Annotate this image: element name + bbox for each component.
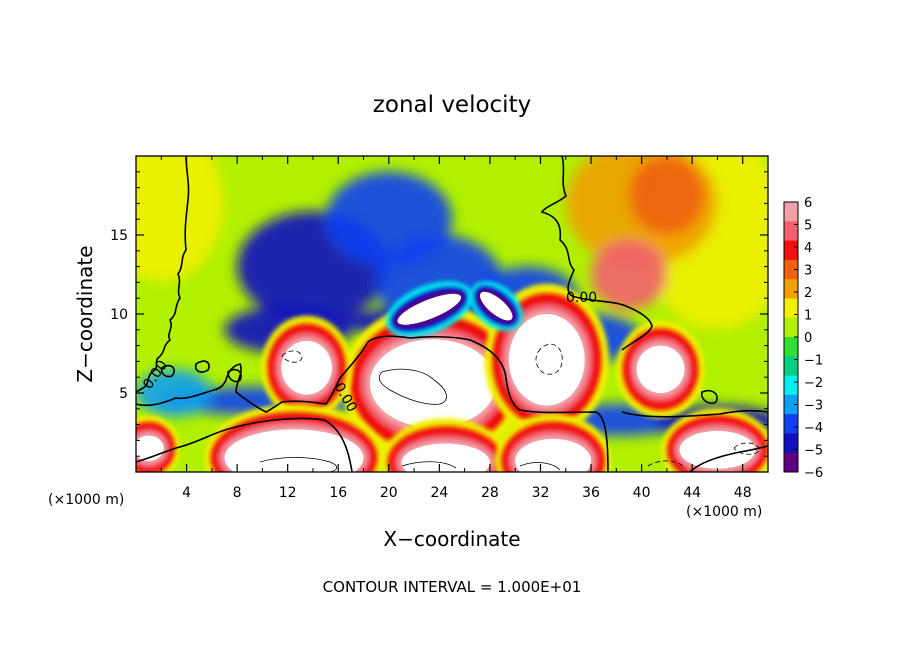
x-axis-unit-right: (×1000 m) (686, 504, 762, 520)
jet-core-3 (616, 320, 705, 419)
y-tick-label-1: 10 (110, 307, 128, 323)
jet-core-10-center (479, 291, 513, 321)
colorbar-tick-label-6: 0 (804, 331, 812, 346)
colorbar-segment-11 (784, 414, 798, 434)
plot-area: 0.00 0.00 0.00 (136, 156, 768, 472)
x-tick-label-9: 40 (633, 485, 651, 501)
x-axis: 4 8 12 16 20 24 28 32 36 40 44 48 (160, 156, 752, 501)
contour-solid-core-2 (259, 457, 338, 472)
colorbar-tick-label-5: 1 (804, 309, 812, 324)
colorbar-segment-9 (784, 375, 798, 396)
y-axis-label: Z−coordinate (73, 245, 97, 382)
fine-contours (259, 343, 761, 472)
x-tick-label-10: 44 (683, 485, 701, 501)
zero-contour-loop-1 (194, 360, 210, 373)
zero-contour-east (621, 409, 768, 418)
x-tick-label-1: 8 (233, 485, 242, 501)
jet-core-0-center (369, 339, 497, 428)
zero-contour-north (540, 156, 653, 351)
zero-contour-loop-2 (160, 364, 175, 378)
contour-label-main: 0.00 (566, 290, 597, 306)
x-axis-label: X−coordinate (383, 527, 520, 551)
contour-solid-core-4 (519, 462, 561, 471)
colorbar-segment-10 (784, 394, 798, 415)
zero-contour-island (227, 368, 242, 383)
colorbar-tick-label-12: −6 (804, 466, 823, 481)
zero-contours (136, 156, 768, 472)
contour-dashed-core-4 (647, 460, 685, 469)
y-tick-label-0: 5 (119, 386, 128, 402)
x-tick-label-3: 16 (329, 485, 347, 501)
colorbar-tick-label-3: 3 (804, 264, 812, 279)
jet-core-1 (484, 283, 609, 436)
x-tick-label-2: 12 (279, 485, 297, 501)
jet-core-10 (469, 281, 523, 331)
colorbar-tick-label-0: 6 (804, 196, 812, 211)
contour-solid-core-3 (401, 461, 457, 469)
colorbar-segment-3 (784, 259, 798, 280)
colorbar-tick-label-1: 5 (804, 219, 812, 234)
x-tick-label-0: 4 (182, 485, 191, 501)
zero-contour-west (136, 156, 190, 393)
jet-core-6-center (515, 438, 592, 472)
contour-dashed-core-2 (281, 350, 303, 363)
x-axis-unit-left: (×1000 m) (48, 492, 124, 508)
colorbar-tick-label-7: −1 (804, 354, 823, 369)
jet-core-5-center (401, 443, 490, 472)
jet-core-8 (136, 415, 180, 472)
colorbar-tick-label-9: −3 (804, 399, 823, 414)
jet-core-7-center (679, 430, 756, 469)
colorbar-tick-label-11: −5 (804, 444, 823, 459)
colorbar-tick-label-10: −4 (804, 421, 823, 436)
x-tick-label-11: 48 (734, 485, 752, 501)
colorbar-segment-13 (784, 452, 798, 473)
x-tick-label-7: 32 (532, 485, 550, 501)
chart-title: zonal velocity (373, 92, 531, 118)
x-tick-label-4: 20 (380, 485, 398, 501)
field-feature-0 (136, 156, 225, 283)
colorbar-segment-1 (784, 221, 798, 242)
field-feature-4 (628, 156, 705, 235)
jet-core-2 (261, 315, 353, 420)
colorbar-tick-label-4: 2 (804, 286, 812, 301)
colorbar-segment-12 (784, 433, 798, 454)
colorbar: 6 5 4 3 2 1 0 −1 −2 −3 −4 −5 −6 (783, 196, 823, 481)
colorbar-segment-0 (784, 202, 798, 222)
zero-contour-island-2 (700, 389, 718, 405)
jet-core-1-center (508, 314, 585, 406)
jet-core-3-center (636, 345, 685, 393)
contour-dashed-core-1 (535, 343, 563, 375)
jet-core-7 (661, 408, 768, 472)
contour-solid-core-1 (378, 368, 447, 405)
colorbar-segment-6 (784, 317, 798, 338)
zero-contour-east-lower (689, 445, 768, 472)
y-axis: 5 10 15 (110, 171, 768, 457)
colorbar-segment-5 (784, 298, 798, 319)
jet-core-9 (386, 281, 473, 338)
x-tick-label-6: 28 (481, 485, 499, 501)
colorbar-segment-7 (784, 337, 798, 357)
zero-contour-south (136, 417, 353, 472)
colorbar-segment-4 (784, 279, 798, 299)
zero-contour-middle (136, 335, 609, 472)
contour-interval-note: CONTOUR INTERVAL = 1.000E+01 (323, 578, 582, 596)
x-tick-label-8: 36 (582, 485, 600, 501)
colorbar-tick-label-2: 4 (804, 241, 812, 256)
jet-core-2-center (281, 340, 332, 395)
colorbar-segment-2 (784, 240, 798, 261)
field-feature-3 (591, 239, 667, 310)
contour-dashed-core-3 (733, 442, 761, 455)
jet-core-5 (381, 418, 511, 472)
y-tick-label-2: 15 (110, 228, 128, 244)
colorbar-tick-label-8: −2 (804, 376, 823, 391)
colorbar-segment-8 (784, 356, 798, 377)
jet-core-6 (494, 413, 612, 472)
x-tick-label-5: 24 (430, 485, 448, 501)
jet-core-9-center (397, 293, 462, 325)
